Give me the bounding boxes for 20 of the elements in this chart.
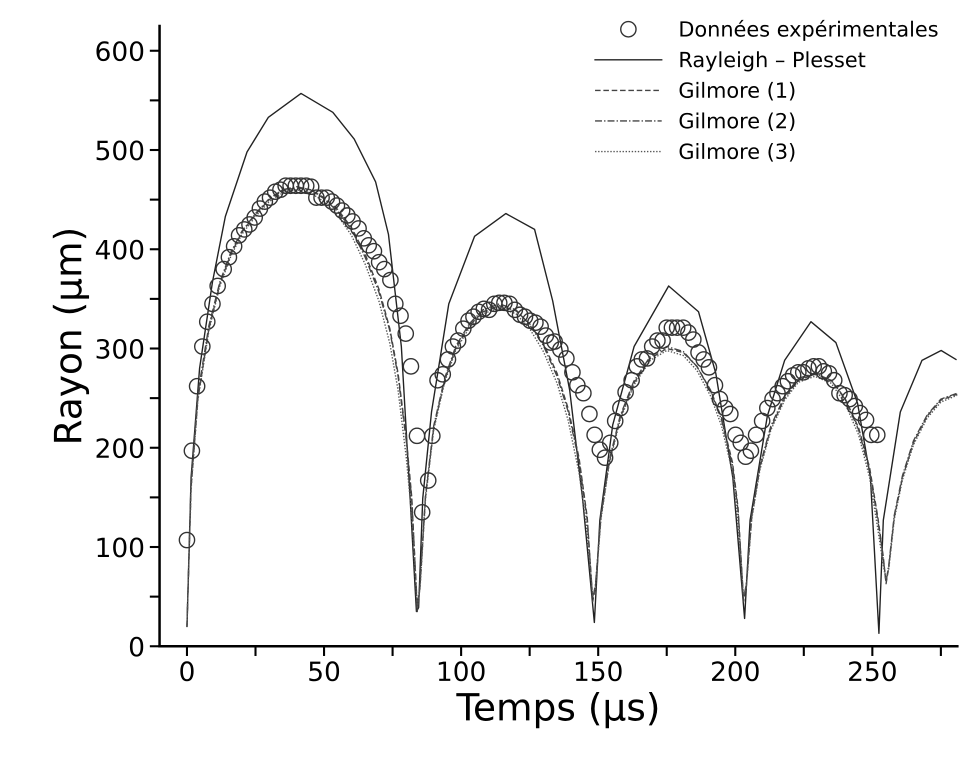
x-tick-label: 150	[576, 661, 622, 682]
x-axis-title: Temps (µs)	[456, 692, 658, 728]
y-tick-label: 400	[96, 240, 144, 260]
x-tick-label: 0	[180, 661, 194, 682]
legend-label: Gilmore (1)	[680, 82, 794, 100]
legend-label: Gilmore (2)	[680, 112, 794, 132]
x-tick-label: 100	[438, 661, 485, 682]
y-tick-label: 200	[96, 438, 144, 458]
x-tick-label: 250	[849, 661, 896, 682]
y-tick-label: 600	[96, 41, 144, 62]
x-tick-label: 200	[712, 661, 759, 682]
x-tick-label: 50	[309, 661, 340, 682]
legend-label: Rayleigh – Plesset	[680, 51, 866, 72]
y-tick-label: 500	[96, 140, 144, 160]
y-tick-label: 300	[96, 338, 144, 359]
y-tick-label: 0	[130, 636, 144, 657]
legend-label: Données expérimentales	[680, 20, 938, 41]
legend-label: Gilmore (3)	[680, 143, 794, 162]
y-tick-label: 100	[98, 537, 144, 558]
y-axis-title: Rayon (µm)	[52, 230, 90, 442]
